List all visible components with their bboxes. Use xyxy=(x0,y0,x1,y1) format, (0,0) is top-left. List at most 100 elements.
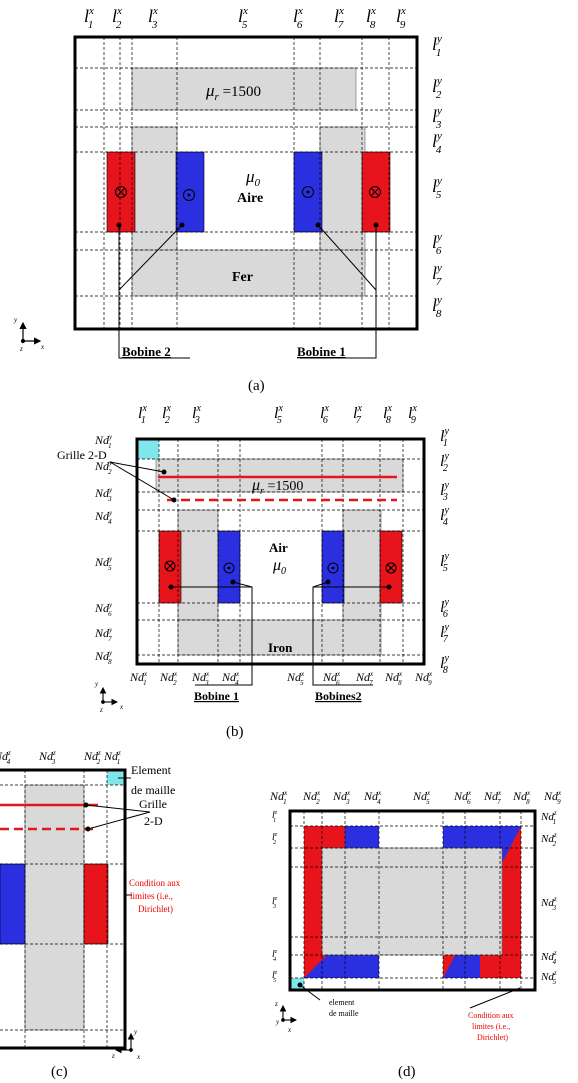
panel-c-condition-label2: limites (i.e., xyxy=(130,891,173,901)
panel-b-ndy-label-1: Ndy 1 xyxy=(94,433,113,450)
panel-d-axis-y: y xyxy=(275,1018,280,1026)
panel-b-ly-label-3: ly 3 xyxy=(440,480,449,503)
panel-c-axis-triad xyxy=(114,1032,135,1054)
panel-d-ndz-label-3: Ndz 3 xyxy=(540,895,557,912)
panel-a-coil-right-red xyxy=(361,151,391,233)
panel-b-mu-r-symbol: μ xyxy=(251,477,260,494)
panel-c-axis-y: y xyxy=(133,1028,138,1036)
panel-d: Ndx 1 Ndx 2 Ndx 3 Ndx 4 Ndx 5 Ndx 6 Ndx 7 Ndx 8 Ndx 9 lz 1 l… xyxy=(269,789,562,1080)
panel-a-cross-symbol-right xyxy=(369,186,381,198)
panel-d-lz-label-2: lz 2 xyxy=(272,832,278,846)
panel-d-caption: (d) xyxy=(398,1064,416,1080)
panel-b-ndx-label-3: Ndx 3 xyxy=(191,670,210,687)
panel-a-leaders xyxy=(116,222,379,359)
panel-b-lx-label-3: lx 3 xyxy=(192,403,201,426)
panel-b-ndx-label-6: Ndx 6 xyxy=(322,670,341,687)
panel-a-coil2-label: Bobine 2 xyxy=(122,344,171,359)
panel-a-mu-r-symbol: μ xyxy=(205,81,215,100)
panel-b-lx-label-6: lx 6 xyxy=(320,403,329,426)
panel-c-grille-label2: 2-D xyxy=(144,814,163,828)
panel-a-border xyxy=(73,35,419,331)
panel-a-iron-top xyxy=(131,67,357,111)
panel-b-iron-bottom xyxy=(177,619,382,656)
panel-b-dot-symbol-right xyxy=(327,562,339,574)
panel-b-axis-z: z xyxy=(99,706,103,714)
panel-d-element-label2: de maille xyxy=(329,1009,359,1018)
svg-text:μr =1500: μr =1500 xyxy=(205,81,261,103)
panel-a-dot-symbol-left xyxy=(183,189,195,201)
panel-b-ndx-label-5: Ndx 5 xyxy=(286,670,305,687)
panel-a-axis-z: z xyxy=(19,345,23,353)
panel-b-axis-y: y xyxy=(94,680,99,688)
panel-a-dot-symbol-right xyxy=(302,186,314,198)
panel-b-caption: (b) xyxy=(226,724,244,740)
panel-a-mu0-sub: 0 xyxy=(255,177,261,189)
panel-a-mu-r-sub: r xyxy=(215,91,220,103)
panel-a-ly-label-3: ly 3 xyxy=(432,105,442,131)
panel-a-axis-triad xyxy=(19,321,42,345)
panel-b-border xyxy=(135,437,426,666)
panel-d-ndz-label-1: Ndz 1 xyxy=(540,809,557,826)
panel-b-ly-label-2: ly 2 xyxy=(440,451,449,474)
panel-b-mu0-symbol: μ xyxy=(272,557,281,574)
panel-b-ly-label-4: ly 4 xyxy=(440,505,449,528)
panel-b-coil-right-red xyxy=(379,530,403,604)
panel-b-ly-label-8: ly 8 xyxy=(440,653,449,676)
panel-b-leaders xyxy=(109,461,392,686)
panel-b-ndy-label-7: Ndy 7 xyxy=(94,626,113,643)
panel-d-grid xyxy=(290,811,535,990)
panel-c-condition-label1: Condition aux xyxy=(129,878,181,888)
panel-c-coil-red xyxy=(83,863,109,945)
panel-b-coil2-label: Bobines2 xyxy=(315,689,362,703)
panel-b-mu-r-value: =1500 xyxy=(264,479,303,494)
panel-c-grid xyxy=(0,770,125,1048)
panel-b-iron-right-leg xyxy=(342,509,382,621)
panel-b-cross-symbol-right xyxy=(385,562,397,574)
panel-c-ndz-label-3: Ndz 3 xyxy=(38,749,56,766)
panel-a-coil-left-blue xyxy=(175,151,205,233)
panel-d-air-inner xyxy=(379,867,443,937)
panel-d-ndx-label-3: Ndx 3 xyxy=(332,789,351,806)
panel-c-corner-element xyxy=(107,770,125,785)
panel-b-ndx-label-4: Ndx 4 xyxy=(221,670,240,687)
panel-d-condition-label1: Condition aux xyxy=(468,1011,514,1020)
panel-b-ndx-label-7: Ndx 7 xyxy=(355,670,374,687)
panel-c-condition-label3: Dirichlet) xyxy=(138,904,173,914)
panel-b-lx-label-2: lx 2 xyxy=(162,403,171,426)
panel-b-lx-label-1: lx 1 xyxy=(138,403,147,426)
panel-a-ly-label-4: ly 4 xyxy=(432,130,442,156)
panel-d-ndx-label-1: Ndx 1 xyxy=(269,789,288,806)
panel-d-ndx-label-9: Ndx 9 xyxy=(543,789,562,806)
panel-a-iron-label: Fer xyxy=(232,270,253,285)
panel-a-ly-label-7: ly 7 xyxy=(432,262,442,288)
panel-a-lx-label-7: lx 7 xyxy=(334,5,344,31)
panel-d-condition-label2: limites (i.e., xyxy=(472,1022,510,1031)
panel-b-mu0-sub: 0 xyxy=(281,566,286,577)
panel-b-lx-label-8: lx 8 xyxy=(383,403,392,426)
panel-c-leaders xyxy=(83,777,151,896)
panel-b-ndy-label-5: Ndy 5 xyxy=(94,555,113,572)
panel-d-ndz-label-4: Ndz 4 xyxy=(540,949,557,966)
panel-a: lx 1 lx 2 lx 3 lx 5 lx 6 lx 7 lx 8 lx 9 ly 1 ly 2 ly 3ly 4 ly 5 l… xyxy=(13,5,442,394)
panel-c-axis-z: z xyxy=(111,1052,115,1060)
panel-b-iron-left-leg xyxy=(177,509,219,621)
panel-b-dot-symbol-left xyxy=(223,562,235,574)
panel-c-element-label2: de maille xyxy=(131,783,175,797)
panel-b-lx-label-7: lx 7 xyxy=(353,403,362,426)
svg-text:μ0: μ0 xyxy=(245,167,261,189)
panel-b: Grille 2-D lx 1 lx 2 lx 3 lx 5 lx 6 lx 7 lx 8 lx 9 ly 1 ly… xyxy=(57,403,449,740)
panel-d-ndz-label-5: Ndz 5 xyxy=(540,969,557,986)
panel-b-iron-label: Iron xyxy=(268,640,293,655)
panel-b-iron-top xyxy=(155,458,404,493)
panel-d-leaders xyxy=(297,982,521,1009)
panel-b-ly-label-7: ly 7 xyxy=(440,622,449,645)
panel-b-ndy-label-4: Ndy 4 xyxy=(94,509,113,526)
panel-c-axis-x: x xyxy=(136,1053,141,1061)
panel-d-lz-label-4: lz 4 xyxy=(272,949,278,963)
panel-c-coil-blue xyxy=(0,863,26,945)
panel-b-ndx-label-1: Ndx 1 xyxy=(129,670,148,687)
panel-d-ndx-label-6: Ndx 6 xyxy=(453,789,472,806)
